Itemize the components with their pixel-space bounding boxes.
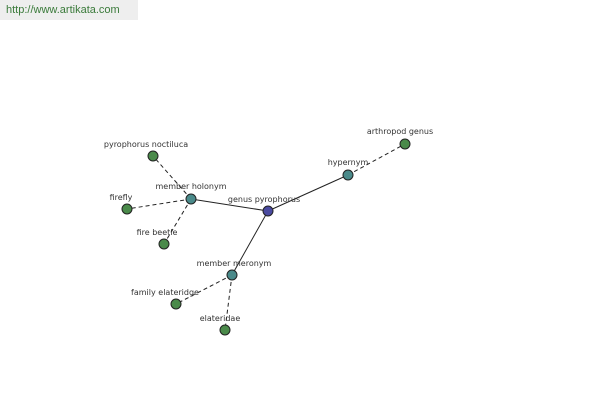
node	[147, 150, 159, 162]
url[interactable]: http://www.artikata.com	[6, 4, 120, 16]
dashed-edge	[224, 274, 233, 331]
node	[219, 324, 231, 336]
edge	[190, 198, 269, 212]
node-label: firefly	[110, 193, 133, 202]
edge	[231, 210, 269, 276]
node	[170, 298, 182, 310]
node	[185, 193, 197, 205]
node	[121, 203, 133, 215]
node-label: genus pyrophorus	[228, 195, 300, 204]
node-label: family elateridge	[131, 288, 199, 297]
node-label: hypernym	[328, 158, 369, 167]
node	[262, 205, 274, 217]
dashed-edge	[175, 274, 233, 305]
node-label: pyrophorus noctiluca	[104, 140, 188, 149]
node-label: arthropod genus	[367, 127, 433, 136]
node	[342, 169, 354, 181]
dashed-edge	[152, 155, 192, 200]
node-label: fire beetle	[137, 228, 178, 237]
node-label: member holonym	[155, 182, 226, 191]
node	[158, 238, 170, 250]
edge	[267, 174, 349, 212]
header: http://www.artikata.com	[0, 0, 138, 20]
node	[226, 269, 238, 281]
dashed-edge	[163, 198, 192, 245]
node	[399, 138, 411, 150]
node-label: elateridae	[200, 314, 241, 323]
node-label: member meronym	[197, 259, 272, 268]
dashed-edge	[126, 198, 192, 210]
dashed-edge	[347, 143, 406, 176]
